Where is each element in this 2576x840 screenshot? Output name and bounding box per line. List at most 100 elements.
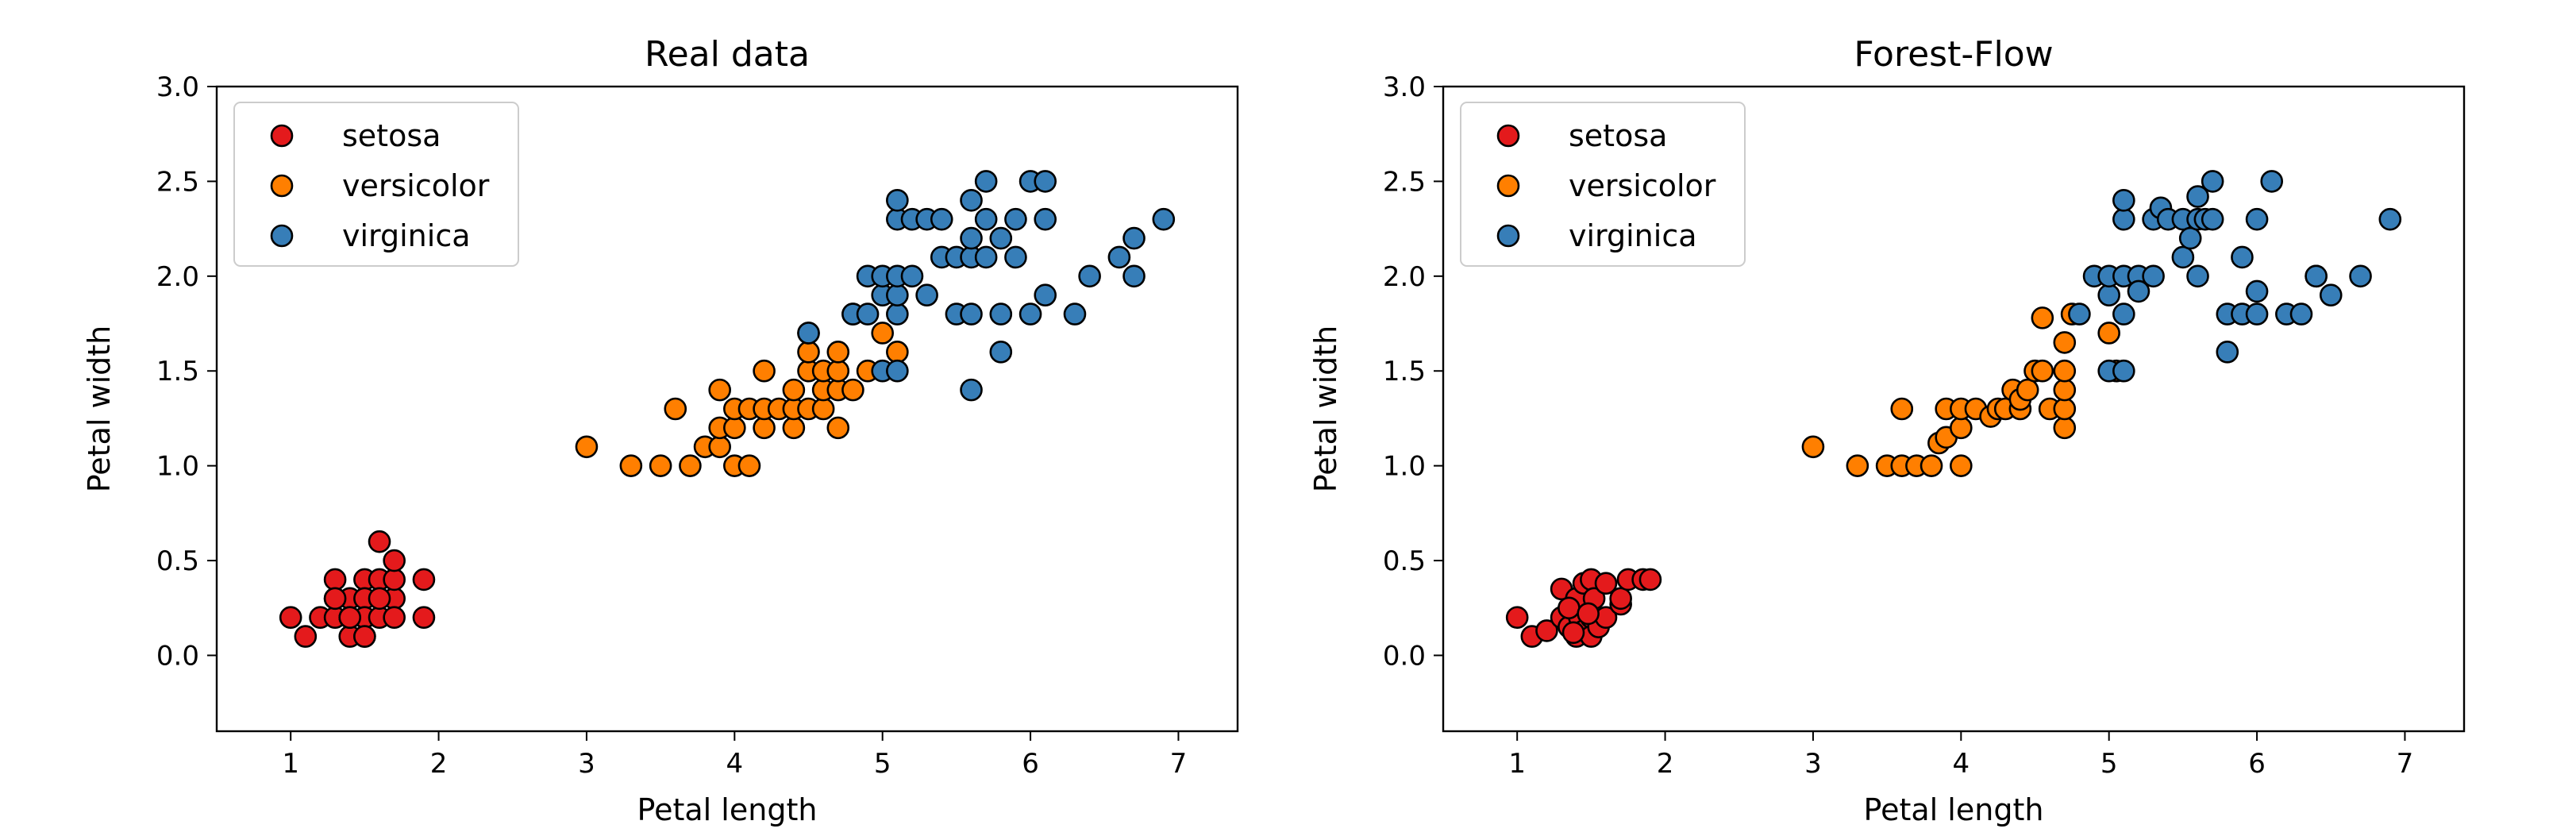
legend: setosa versicolor virginica [233,102,519,267]
data-point-versicolor [2053,359,2077,383]
data-point-virginica [886,188,909,212]
legend-label-virginica: virginica [1569,218,1697,253]
y-tick-label: 0.5 [156,545,199,577]
data-point-versicolor [575,435,599,459]
legend-marker-versicolor [270,174,294,198]
data-point-virginica [930,207,953,231]
x-tick-label: 6 [2248,748,2266,780]
data-point-versicolor [1950,416,1973,440]
data-point-versicolor [811,397,835,421]
data-point-versicolor [826,341,850,364]
data-point-versicolor [2031,359,2054,383]
data-point-virginica [2231,245,2254,269]
data-point-virginica [960,188,983,212]
x-axis-label: Petal length [637,792,818,827]
data-point-virginica [2216,341,2239,364]
x-axis-label: Petal length [1864,792,2044,827]
data-point-setosa [1505,606,1529,630]
data-point-virginica [1063,302,1087,326]
data-point-versicolor [826,416,850,440]
data-point-versicolor [2053,397,2077,421]
y-axis-label: Petal width [82,326,117,493]
legend-label-versicolor: versicolor [342,168,490,203]
data-point-virginica [1004,245,1027,269]
legend-label-virginica: virginica [342,218,471,253]
y-tick-label: 1.5 [1383,356,1426,387]
data-point-virginica [886,302,909,326]
data-point-virginica [2171,245,2195,269]
data-point-virginica [2260,170,2284,193]
data-point-versicolor [708,378,731,402]
data-point-virginica [960,302,983,326]
data-point-versicolor [2053,378,2077,402]
data-point-virginica [886,359,909,383]
x-tick-label: 6 [1022,748,1039,780]
data-point-virginica [2178,226,2202,250]
chart-panel-0: Real data 1 2 3 4 5 6 7 0.0 0.5 1.0 1.5 2.0 2.5 3.0 Pet… [82,34,1239,827]
y-tick-label: 2.5 [156,166,199,198]
data-point-versicolor [1846,454,1869,477]
data-point-virginica [856,302,880,326]
data-point-versicolor [2053,416,2077,440]
data-point-versicolor [737,454,761,477]
data-point-virginica [989,302,1013,326]
data-point-setosa [294,625,318,648]
legend-marker-setosa [270,124,294,148]
chart-title: Forest-Flow [1854,34,2053,75]
data-point-virginica [2245,207,2269,231]
y-tick-label: 2.0 [156,261,199,293]
data-point-versicolor [782,416,806,440]
x-tick-label: 5 [874,748,891,780]
data-point-virginica [2378,207,2402,231]
data-point-setosa [323,587,347,611]
data-point-virginica [2186,185,2209,208]
data-point-virginica [2245,279,2269,303]
legend-box [233,102,519,267]
x-tick-label: 3 [578,748,595,780]
data-point-virginica [900,264,924,288]
data-point-versicolor [797,341,820,364]
data-point-setosa [1594,572,1618,595]
data-point-versicolor [1950,454,1973,477]
data-point-setosa [353,625,376,648]
data-point-setosa [1535,619,1558,642]
data-point-versicolor [2097,322,2120,345]
data-point-virginica [1078,264,1101,288]
data-point-versicolor [1801,435,1825,459]
data-point-virginica [2319,283,2343,307]
data-point-setosa [368,587,391,611]
y-tick-label: 0.0 [1383,640,1426,672]
data-point-virginica [989,226,1013,250]
data-point-virginica [2305,264,2328,288]
legend-marker-versicolor [1496,174,1520,198]
data-point-versicolor [826,359,850,383]
data-point-setosa [383,549,406,572]
data-point-versicolor [1890,397,1914,421]
data-point-versicolor [664,397,687,421]
data-point-virginica [797,322,820,345]
data-point-virginica [915,283,938,307]
x-tick-label: 1 [282,748,299,780]
data-point-virginica [2349,264,2372,288]
x-tick-label: 4 [726,748,743,780]
data-point-setosa [1609,587,1632,611]
y-tick-label: 2.5 [1383,166,1426,198]
x-tick-label: 1 [1508,748,1526,780]
data-point-versicolor [679,454,702,477]
data-point-virginica [886,283,909,307]
data-point-setosa [383,606,406,630]
data-point-virginica [960,378,983,402]
data-point-virginica [2112,302,2135,326]
data-point-virginica [960,226,983,250]
plot-frame [1442,85,2466,733]
data-point-versicolor [2031,306,2054,329]
data-point-versicolor [886,341,909,364]
data-point-virginica [2142,264,2165,288]
data-point-virginica [2245,302,2269,326]
data-point-virginica [974,207,998,231]
x-tick-label: 5 [2100,748,2118,780]
y-tick-label: 2.0 [1383,261,1426,293]
data-point-setosa [323,568,347,591]
legend-label-versicolor: versicolor [1569,168,1716,203]
